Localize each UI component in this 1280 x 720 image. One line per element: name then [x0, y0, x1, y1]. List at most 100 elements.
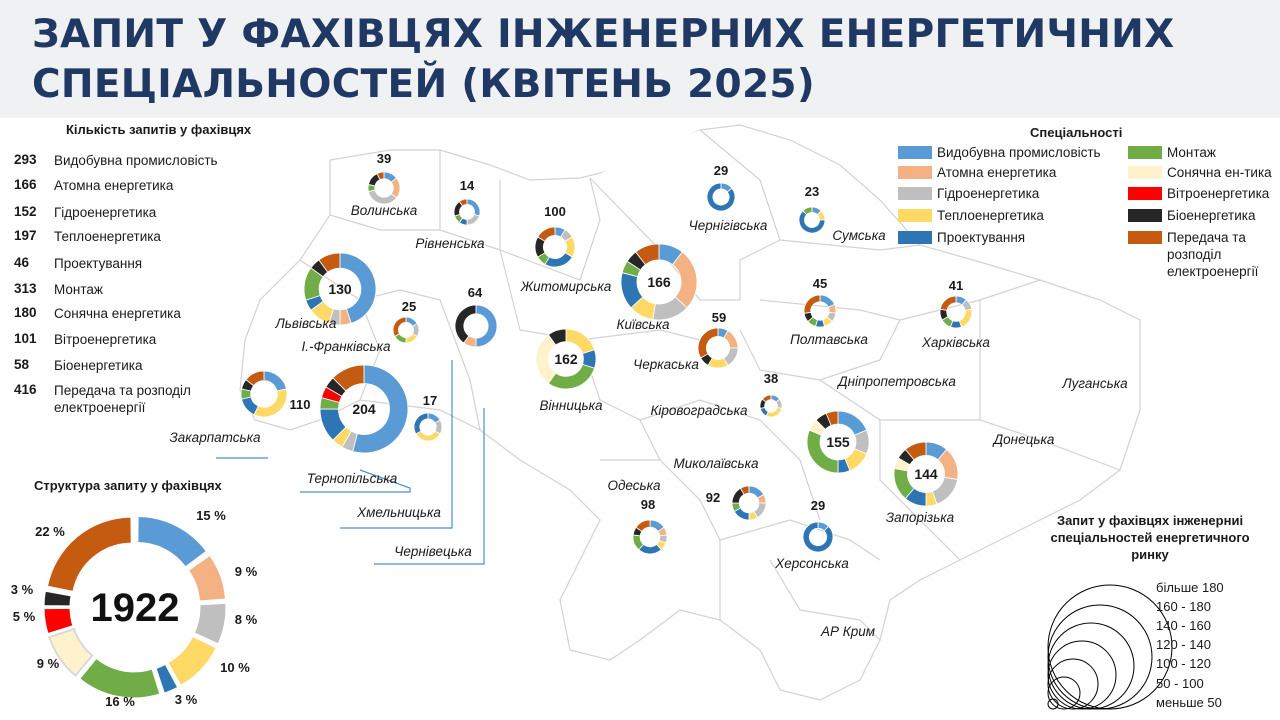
legend-item: Біоенергетика	[1128, 207, 1255, 224]
legend-swatch	[898, 187, 932, 200]
count-value: 180	[14, 305, 37, 320]
slice-label: 15 %	[196, 508, 226, 523]
donut-segment	[706, 182, 736, 212]
region-total: 29	[714, 163, 728, 178]
region-donut: 155	[806, 410, 870, 474]
region-total: 155	[826, 434, 850, 450]
page-title: ЗАПИТ У ФАХІВЦЯХ ІНЖЕНЕРНИХ ЕНЕРГЕТИЧНИХ…	[32, 12, 1175, 107]
region-donut: 204	[319, 364, 409, 454]
region-total: 98	[641, 497, 655, 512]
count-label: Передача та розподіл електроенергії	[54, 383, 191, 415]
region-total: 59	[712, 310, 726, 325]
region-label: Закарпатська	[170, 430, 261, 445]
region-total: 45	[813, 276, 827, 291]
region-label: Черкаська	[633, 357, 699, 372]
region-total: 41	[949, 278, 963, 293]
region-label: Київська	[617, 317, 670, 332]
region-total: 144	[914, 466, 938, 482]
region-label: АР Крим	[820, 624, 875, 639]
count-label: Вітроенергетика	[54, 332, 157, 347]
slice-label: 8 %	[235, 612, 258, 627]
leader-line	[340, 360, 453, 529]
size-legend-circle	[1047, 698, 1059, 710]
region-donut: 14	[453, 178, 481, 226]
structure-slice	[48, 627, 94, 677]
donut-segment	[415, 430, 441, 442]
region-donut: 144	[893, 441, 959, 507]
size-legend-label: меньше 50	[1156, 695, 1222, 710]
region-total: 110	[290, 397, 311, 412]
region-label: Житомирська	[520, 279, 612, 294]
size-legend-label: 140 - 160	[1156, 618, 1211, 633]
legend-label: Монтаж	[1167, 145, 1216, 160]
count-label: Видобувна промисловість	[54, 153, 218, 168]
legend-label: Теплоенергетика	[937, 208, 1044, 223]
label-leaders	[216, 360, 485, 565]
count-value: 293	[14, 152, 37, 167]
donut-segment	[939, 295, 957, 311]
region-donut: 59	[697, 310, 739, 369]
count-row: 313 Монтаж	[14, 281, 224, 298]
size-legend-label: 160 - 180	[1156, 599, 1211, 614]
donut-segment	[376, 171, 385, 181]
region-donut: 29	[802, 498, 834, 553]
region-total: 166	[647, 274, 671, 290]
structure-slice	[43, 607, 74, 635]
count-row: 46 Проектування	[14, 255, 224, 272]
legend-item: Вітроенергетика	[1128, 185, 1269, 202]
donut-segment	[537, 226, 556, 242]
region-label: Чернігівська	[689, 218, 768, 233]
slice-label: 9 %	[235, 564, 258, 579]
region-label: Чернівецька	[394, 544, 472, 559]
region-donut: 29	[706, 163, 736, 212]
count-label: Проектування	[54, 256, 143, 271]
legend-swatch	[1128, 209, 1162, 222]
region-total: 17	[423, 393, 437, 408]
region-total: 14	[460, 178, 475, 193]
region-label: Сумська	[832, 228, 886, 243]
size-legend-circles	[1047, 584, 1173, 710]
slice-label: 9 %	[37, 656, 60, 671]
region-donut: 130	[303, 252, 377, 326]
region-donut: 100	[534, 204, 576, 268]
region-label: Луганська	[1061, 376, 1128, 391]
region-total: 29	[811, 498, 825, 513]
count-row: 152 Гідроенергетика	[14, 204, 224, 221]
count-value: 313	[14, 281, 37, 296]
region-donut: 23	[798, 184, 826, 234]
donut-segment	[904, 441, 927, 461]
legend-swatch	[1128, 231, 1162, 244]
legend-swatch	[1128, 166, 1162, 179]
slice-label: 16 %	[105, 694, 135, 709]
region-label: Запорізька	[886, 510, 955, 525]
count-row: 166 Атомна енергетика	[14, 177, 224, 194]
donut-segment	[802, 206, 813, 216]
region-label: Кіровоградська	[650, 403, 748, 418]
legend-swatch	[898, 209, 932, 222]
region-donut: 166	[620, 243, 698, 321]
region-donut: 38	[759, 371, 783, 418]
oblast-outlines	[239, 124, 1141, 701]
donut-segment	[392, 316, 407, 338]
count-value: 197	[14, 228, 37, 243]
region-donut-charts: 39 14 100 29 23 130 166 25 64 45 41 162 59 110 204 17 38…	[240, 151, 973, 555]
size-legend-title: Запит у фахівцях інженерниі спеціальност…	[1050, 513, 1250, 562]
region-label: Дніпропетровська	[836, 374, 956, 389]
count-label: Біоенергетика	[54, 358, 143, 373]
count-label: Монтаж	[54, 282, 103, 297]
region-total: 39	[377, 151, 391, 166]
legend-item: Сонячна ен-тика	[1128, 164, 1272, 181]
count-label: Сонячна енергетика	[54, 306, 181, 321]
legend-item: Атомна енергетика	[898, 164, 1056, 181]
region-label: Волинська	[351, 203, 418, 218]
donut-segment	[352, 364, 409, 454]
region-label: Херсонська	[774, 556, 849, 571]
count-label: Атомна енергетика	[54, 178, 174, 193]
donut-segment	[413, 412, 429, 435]
legend-label: Сонячна ен-тика	[1167, 165, 1272, 180]
donut-segment	[739, 485, 750, 496]
legend-swatch	[1128, 146, 1162, 159]
donut-segment	[825, 410, 839, 426]
region-total: 23	[805, 184, 819, 199]
size-legend-circle	[1047, 604, 1153, 710]
